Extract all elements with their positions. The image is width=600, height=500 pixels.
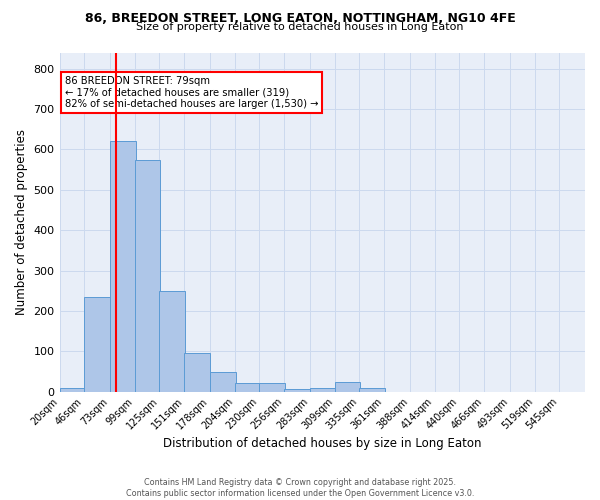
Text: Size of property relative to detached houses in Long Eaton: Size of property relative to detached ho…: [136, 22, 464, 32]
Bar: [335, 382, 361, 392]
Text: Contains HM Land Registry data © Crown copyright and database right 2025.
Contai: Contains HM Land Registry data © Crown c…: [126, 478, 474, 498]
Bar: [310, 388, 335, 392]
Bar: [160, 290, 185, 392]
Bar: [259, 383, 285, 392]
Text: 86 BREEDON STREET: 79sqm
← 17% of detached houses are smaller (319)
82% of semi-: 86 BREEDON STREET: 79sqm ← 17% of detach…: [65, 76, 318, 110]
Y-axis label: Number of detached properties: Number of detached properties: [15, 129, 28, 315]
Bar: [235, 383, 260, 392]
Text: 86, BREEDON STREET, LONG EATON, NOTTINGHAM, NG10 4FE: 86, BREEDON STREET, LONG EATON, NOTTINGH…: [85, 12, 515, 26]
X-axis label: Distribution of detached houses by size in Long Eaton: Distribution of detached houses by size …: [163, 437, 482, 450]
Bar: [110, 142, 136, 392]
Bar: [184, 352, 210, 392]
Bar: [84, 297, 110, 392]
Bar: [210, 372, 236, 392]
Bar: [135, 160, 160, 392]
Bar: [359, 388, 385, 392]
Bar: [59, 388, 85, 392]
Bar: [284, 389, 310, 392]
